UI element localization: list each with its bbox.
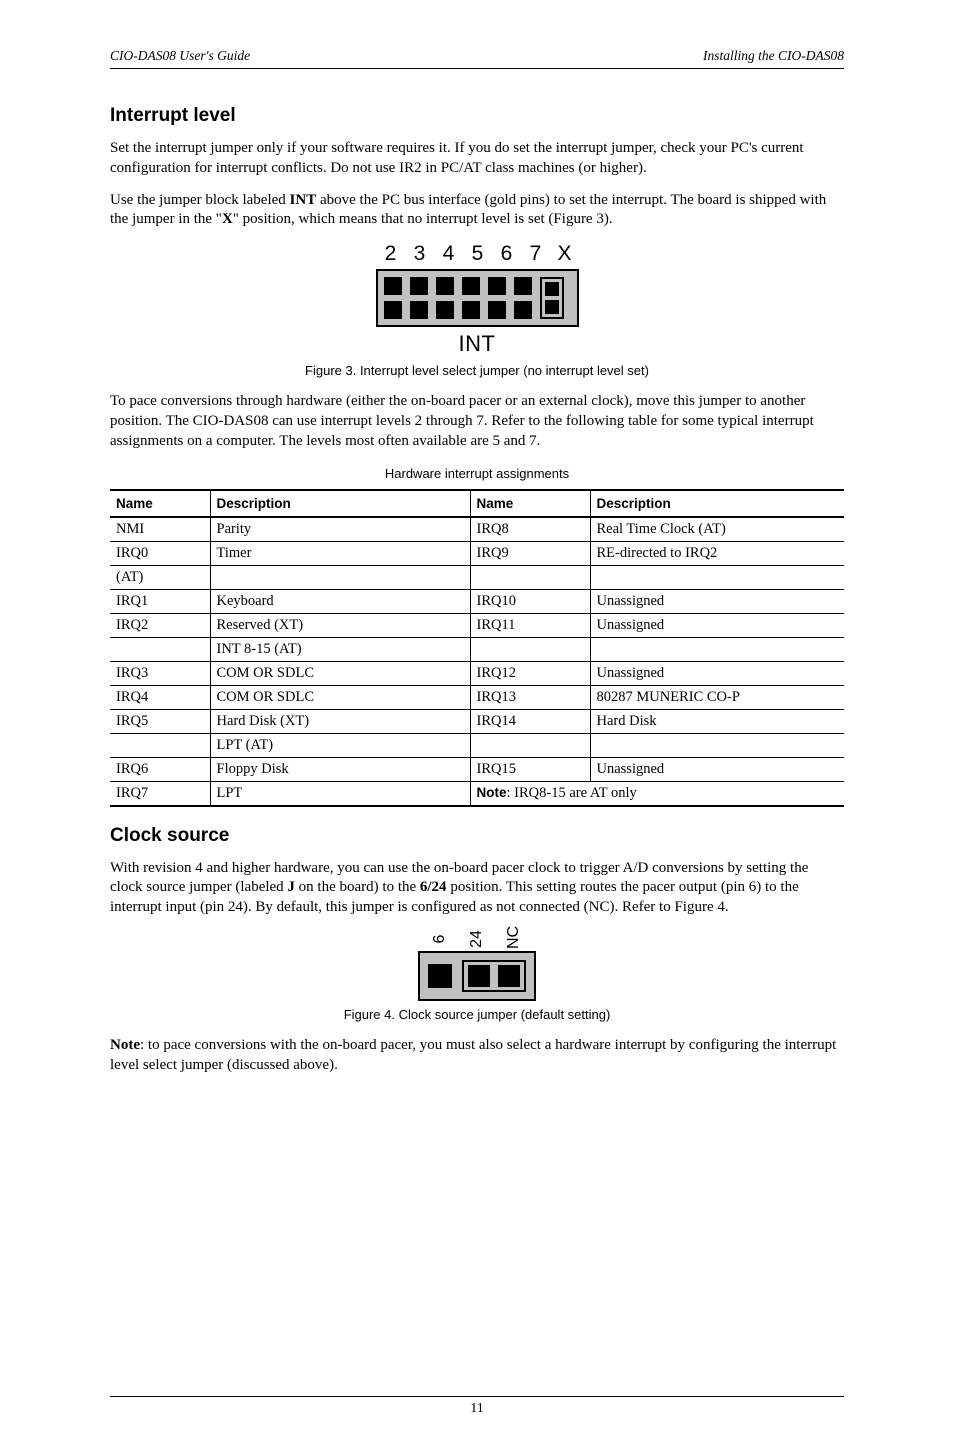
figure-4: 6 24 NC bbox=[110, 930, 844, 1001]
irq-th-desc-2: Description bbox=[590, 490, 844, 517]
page-number: 11 bbox=[470, 1401, 483, 1416]
irq-th-desc-1: Description bbox=[210, 490, 470, 517]
figure-3-jumper-block bbox=[376, 269, 579, 327]
irq-table-caption: Hardware interrupt assignments bbox=[110, 466, 844, 481]
table-row: LPT (AT) bbox=[110, 733, 844, 757]
figure-4-jumper-block bbox=[418, 951, 536, 1001]
figure-3: 2 3 4 5 6 7 X INT bbox=[110, 242, 844, 357]
table-row: IRQ1KeyboardIRQ10Unassigned bbox=[110, 589, 844, 613]
table-row: IRQ6Floppy DiskIRQ15Unassigned bbox=[110, 757, 844, 781]
clock-heading: Clock source bbox=[110, 825, 844, 847]
running-head-left: CIO-DAS08 User's Guide bbox=[110, 48, 250, 64]
table-row: IRQ7LPTNote: IRQ8-15 are AT only bbox=[110, 781, 844, 806]
figure-3-caption: Figure 3. Interrupt level select jumper … bbox=[110, 363, 844, 378]
irq-table-body: NMIParityIRQ8Real Time Clock (AT)IRQ0Tim… bbox=[110, 517, 844, 806]
irq-table: Name Description Name Description NMIPar… bbox=[110, 489, 844, 807]
figure-3-x-jumper bbox=[540, 277, 564, 319]
table-row: IRQ4COM OR SDLCIRQ1380287 MUNERIC CO-P bbox=[110, 685, 844, 709]
running-head-right: Installing the CIO-DAS08 bbox=[703, 48, 844, 64]
table-row: IRQ3COM OR SDLCIRQ12Unassigned bbox=[110, 661, 844, 685]
figure-4-caption: Figure 4. Clock source jumper (default s… bbox=[110, 1007, 844, 1022]
page-footer: 11 bbox=[110, 1396, 844, 1417]
interrupt-p2: Use the jumper block labeled INT above t… bbox=[110, 191, 844, 231]
figure-3-labels: 2 3 4 5 6 7 X bbox=[377, 242, 579, 266]
table-row: IRQ0TimerIRQ9RE-directed to IRQ2 bbox=[110, 541, 844, 565]
figure-3-sublabel: INT bbox=[376, 331, 579, 357]
irq-th-name-2: Name bbox=[470, 490, 590, 517]
table-row: NMIParityIRQ8Real Time Clock (AT) bbox=[110, 517, 844, 542]
clock-note-p: Note: to pace conversions with the on-bo… bbox=[110, 1036, 844, 1076]
table-row: (AT) bbox=[110, 565, 844, 589]
table-row: IRQ5Hard Disk (XT)IRQ14Hard Disk bbox=[110, 709, 844, 733]
irq-th-name-1: Name bbox=[110, 490, 210, 517]
running-head: CIO-DAS08 User's Guide Installing the CI… bbox=[110, 48, 844, 69]
interrupt-p3: To pace conversions through hardware (ei… bbox=[110, 392, 844, 451]
figure-4-labels: 6 24 NC bbox=[418, 930, 536, 948]
interrupt-p1: Set the interrupt jumper only if your so… bbox=[110, 139, 844, 179]
table-row: IRQ2Reserved (XT)IRQ11Unassigned bbox=[110, 613, 844, 637]
clock-p1: With revision 4 and higher hardware, you… bbox=[110, 859, 844, 918]
interrupt-heading: Interrupt level bbox=[110, 105, 844, 127]
figure-4-nc-jumper bbox=[462, 960, 526, 992]
figure-4-pin-6 bbox=[428, 964, 452, 988]
table-row: INT 8-15 (AT) bbox=[110, 637, 844, 661]
